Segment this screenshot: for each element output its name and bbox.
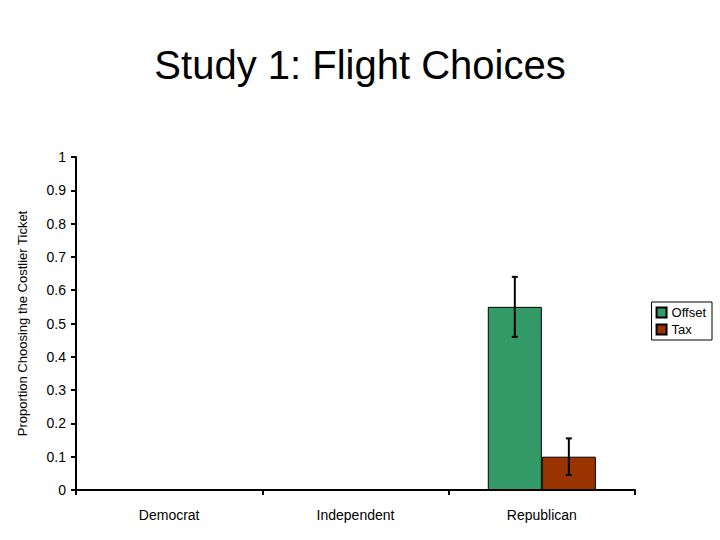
svg-text:0.8: 0.8 bbox=[47, 216, 67, 232]
svg-text:Offset: Offset bbox=[672, 305, 707, 320]
svg-text:0.4: 0.4 bbox=[47, 349, 67, 365]
svg-text:0.3: 0.3 bbox=[47, 382, 67, 398]
svg-text:0.2: 0.2 bbox=[47, 415, 67, 431]
svg-text:Tax: Tax bbox=[672, 322, 693, 337]
svg-text:0.7: 0.7 bbox=[47, 249, 67, 265]
svg-text:0.1: 0.1 bbox=[47, 449, 67, 465]
svg-text:Independent: Independent bbox=[317, 507, 395, 523]
svg-text:0.5: 0.5 bbox=[47, 316, 67, 332]
svg-text:0.6: 0.6 bbox=[47, 282, 67, 298]
svg-text:Republican: Republican bbox=[507, 507, 577, 523]
svg-text:1: 1 bbox=[58, 149, 66, 165]
svg-text:Study 1: Flight Choices: Study 1: Flight Choices bbox=[154, 43, 565, 87]
svg-text:0: 0 bbox=[58, 482, 66, 498]
svg-text:Democrat: Democrat bbox=[139, 507, 200, 523]
svg-text:0.9: 0.9 bbox=[47, 182, 67, 198]
svg-text:Proportion Choosing the Costli: Proportion Choosing the Costlier Ticket bbox=[15, 210, 30, 436]
